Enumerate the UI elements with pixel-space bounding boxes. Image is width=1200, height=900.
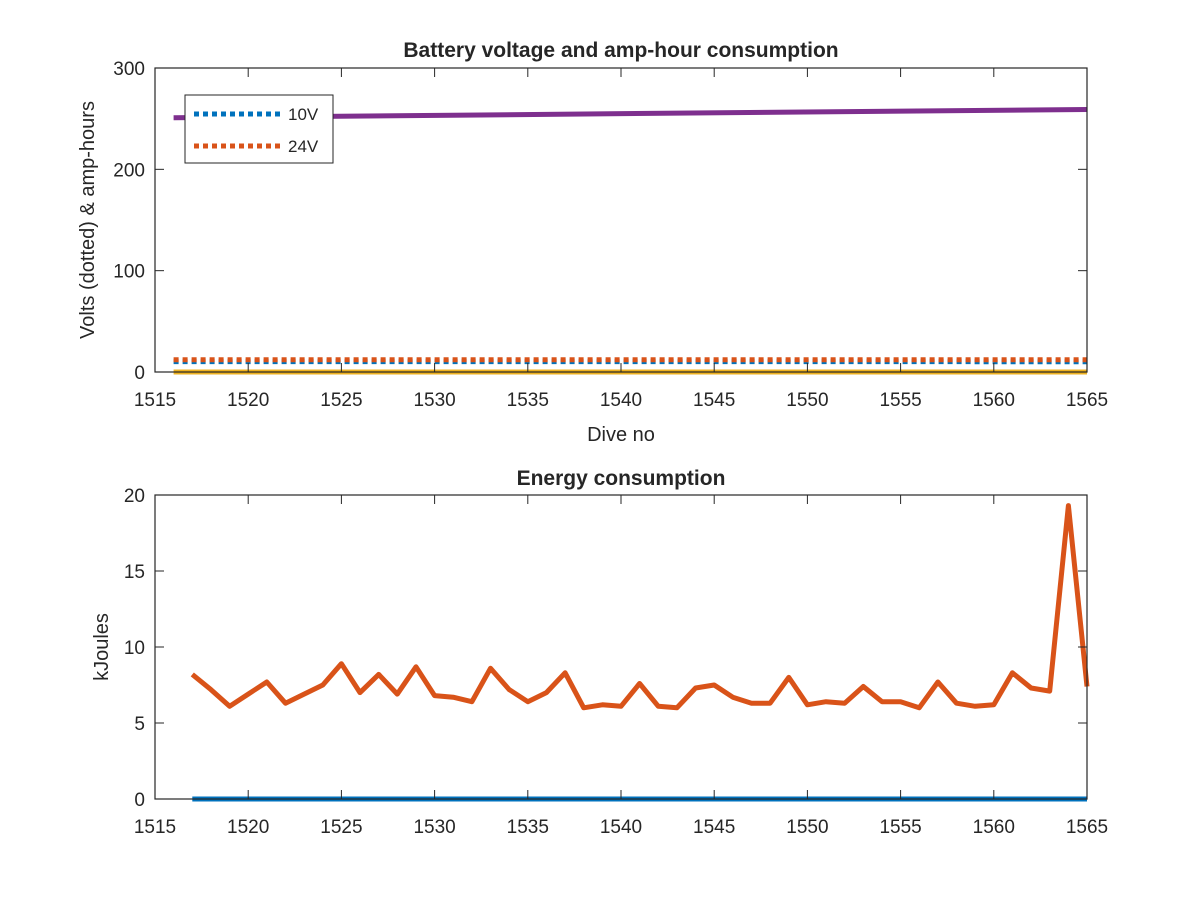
x-tick-label: 1520 [227,817,269,838]
y-tick-labels: 0 5 10 15 20 [124,486,145,811]
x-tick-label: 1530 [413,817,455,838]
x-tick-label: 1560 [973,390,1015,411]
x-tick-label: 1540 [600,390,642,411]
series-line-0 [190,503,1090,711]
x-tick-label: 1550 [786,390,828,411]
x-tick-label: 1525 [320,817,362,838]
y-tick-label: 10 [124,638,145,659]
y-tick-label: 0 [134,790,145,811]
x-tick-label: 1560 [973,817,1015,838]
y-tick-label: 200 [113,160,145,181]
x-axis-label: Dive no [587,424,655,446]
tick-marks [154,494,1088,800]
x-tick-label: 1525 [320,390,362,411]
x-tick-label: 1565 [1066,390,1108,411]
x-tick-label: 1555 [879,817,921,838]
y-tick-labels: 0 100 200 300 [113,59,145,384]
y-axis-label: kJoules [91,613,113,681]
y-axis-label: Volts (dotted) & amp-hours [77,101,99,339]
legend-label-24v: 24V [288,137,319,156]
legend-box [184,94,334,164]
y-tick-label: 5 [134,714,145,735]
x-tick-label: 1515 [134,390,176,411]
x-tick-label: 1530 [413,390,455,411]
y-tick-label: 300 [113,59,145,80]
y-tick-label: 15 [124,562,145,583]
legend-label-10v: 10V [288,105,319,124]
x-tick-label: 1545 [693,817,735,838]
x-tick-label: 1515 [134,817,176,838]
x-tick-label: 1545 [693,390,735,411]
chart-title: Battery voltage and amp-hour consumption [403,39,838,62]
x-tick-label: 1535 [507,390,549,411]
x-tick-label: 1555 [879,390,921,411]
chart-title: Energy consumption [517,467,726,490]
y-tick-label: 100 [113,262,145,283]
x-tick-label: 1520 [227,390,269,411]
tick-marks [154,67,1088,373]
x-tick-label: 1535 [507,817,549,838]
x-tick-labels: 1515 1520 1525 1530 1535 1540 1545 1550 1555 1560… [134,817,1108,838]
x-tick-labels: 1515 1520 1525 1530 1535 1540 1545 1550 1555 1560… [134,390,1108,411]
x-tick-label: 1540 [600,817,642,838]
voltage-chart: Battery voltage and amp-hour consumption… [77,39,1108,446]
energy-chart: Energy consumption 1515 1520 1525 1530 1535 1… [91,467,1108,838]
legend: 10V 24V [184,94,334,164]
x-tick-label: 1550 [786,817,828,838]
y-tick-label: 0 [134,363,145,384]
y-tick-label: 20 [124,486,145,507]
x-tick-label: 1565 [1066,817,1108,838]
